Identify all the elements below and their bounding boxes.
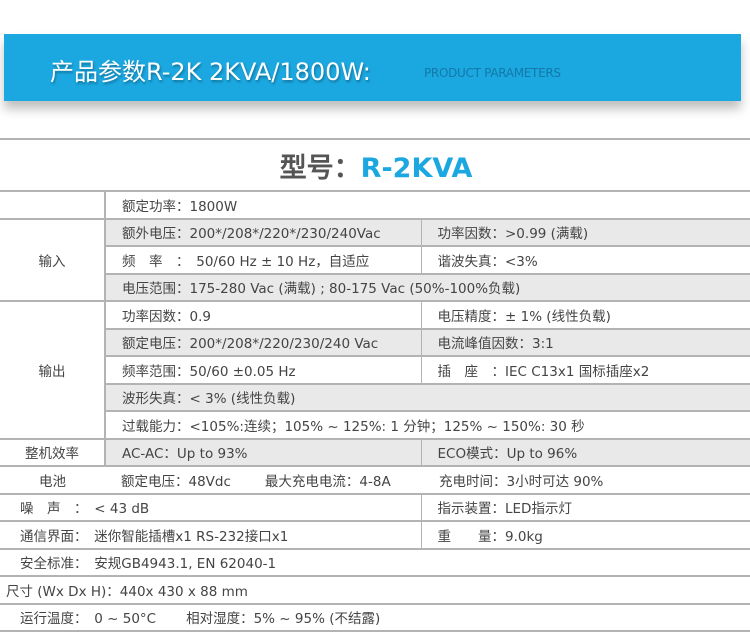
input-thd: 谐波失真：<3%: [421, 245, 750, 274]
operating-temp: 运行温度： 0 ~ 50°C: [20, 611, 157, 628]
output-overload: 过载能力：<105%:连续；105% ~ 125%: 1 分钟；125% ~ 1…: [105, 410, 750, 439]
battery-charge-time: 充电时间：3小时可达 90%: [421, 465, 750, 494]
efficiency-eco: ECO模式：Up to 96%: [421, 437, 750, 466]
input-voltage: 额外电压：200*/208*/220*/230/240Vac: [105, 217, 422, 246]
model-title: 型号：R-2KVA: [0, 138, 750, 191]
rated-power: 额定功率：1800W: [105, 190, 750, 219]
output-freq: 频率范围：50/60 ±0.05 Hz: [105, 355, 422, 384]
output-voltage: 额定电压：200*/208*/220/230/240 Vac: [105, 327, 422, 356]
input-pf: 功率因数：>0.99 (满载): [421, 217, 750, 246]
indicator: 指示装置：LED指示灯: [421, 492, 750, 521]
safety-standard: 安全标准： 安规GB4943.1, EN 62040-1: [0, 547, 750, 576]
output-pf: 功率因数：0.9: [105, 300, 422, 329]
spec-table: 型号：R-2KVA 额定功率：1800W 输入 额外电压：200*/208*/2…: [0, 138, 750, 632]
battery-voltage: 额定电压：48Vdc: [121, 473, 231, 490]
empty-label: [0, 190, 106, 219]
banner-title: 产品参数R-2K 2KVA/1800W:: [50, 58, 371, 86]
noise: 噪 声 ： < 43 dB: [0, 492, 422, 521]
battery-label: 电池: [0, 465, 105, 494]
output-accuracy: 电压精度：± 1% (线性负载): [421, 300, 750, 329]
header-banner: 产品参数R-2K 2KVA/1800W: PRODUCT PARAMETERS: [4, 34, 741, 101]
output-socket: 插 座 ：IEC C13x1 国标插座x2: [421, 355, 750, 384]
battery-specs: 额定电压：48Vdc 最大充电电流：4-8A: [105, 465, 421, 494]
efficiency-acac: AC-AC：Up to 93%: [105, 437, 422, 466]
battery-charge-current: 最大充电电流：4-8A: [264, 473, 391, 490]
output-distortion: 波形失真：< 3% (线性负载): [105, 382, 750, 411]
comm-interface: 通信界面： 迷你智能插槽x1 RS-232接口x1: [0, 520, 422, 549]
humidity: 相对湿度：5% ~ 95% (不结露): [186, 611, 381, 628]
model-label: 型号：: [279, 152, 361, 184]
model-value: R-2KVA: [360, 152, 473, 184]
weight: 重 量：9.0kg: [421, 520, 750, 549]
dimensions: 尺寸 (Wx Dx H)：440x 430 x 88 mm: [0, 575, 750, 604]
input-label: 输入: [0, 217, 106, 301]
output-crest: 电流峰值因数：3:1: [421, 327, 750, 356]
environment: 运行温度： 0 ~ 50°C 相对湿度：5% ~ 95% (不结露): [0, 602, 750, 632]
output-label: 输出: [0, 300, 106, 439]
banner-subtitle: PRODUCT PARAMETERS: [424, 66, 561, 80]
input-range: 电压范围：175-280 Vac (满载) ; 80-175 Vac (50%-…: [105, 272, 750, 301]
input-freq: 频 率 ： 50/60 Hz ± 10 Hz，自适应: [105, 245, 422, 274]
efficiency-label: 整机效率: [0, 437, 106, 466]
